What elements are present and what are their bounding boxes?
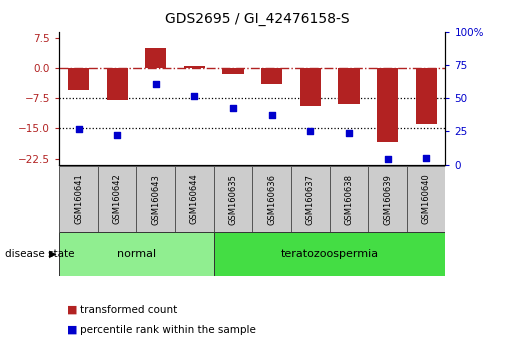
Bar bbox=[300, 68, 321, 106]
Text: GSM160644: GSM160644 bbox=[190, 174, 199, 224]
Point bbox=[422, 155, 431, 161]
Text: GSM160642: GSM160642 bbox=[113, 174, 122, 224]
Point bbox=[268, 113, 276, 118]
Bar bbox=[145, 48, 166, 68]
Bar bbox=[59, 166, 98, 232]
Bar bbox=[68, 68, 89, 90]
Bar bbox=[107, 68, 128, 100]
Text: disease state: disease state bbox=[5, 249, 75, 259]
Bar bbox=[98, 166, 136, 232]
Text: GSM160636: GSM160636 bbox=[267, 173, 276, 225]
Text: percentile rank within the sample: percentile rank within the sample bbox=[80, 325, 256, 335]
Bar bbox=[407, 166, 445, 232]
Bar bbox=[416, 68, 437, 124]
Text: ■: ■ bbox=[67, 305, 77, 315]
Bar bbox=[252, 166, 291, 232]
Bar bbox=[214, 166, 252, 232]
Bar bbox=[214, 232, 445, 276]
Point bbox=[152, 81, 160, 86]
Text: GSM160641: GSM160641 bbox=[74, 174, 83, 224]
Bar bbox=[222, 68, 244, 74]
Bar bbox=[338, 68, 359, 104]
Text: teratozoospermia: teratozoospermia bbox=[281, 249, 379, 259]
Text: GDS2695 / GI_42476158-S: GDS2695 / GI_42476158-S bbox=[165, 12, 350, 27]
Bar bbox=[59, 232, 214, 276]
Text: GSM160638: GSM160638 bbox=[345, 173, 353, 225]
Bar bbox=[136, 166, 175, 232]
Text: GSM160639: GSM160639 bbox=[383, 174, 392, 224]
Text: ▶: ▶ bbox=[49, 249, 57, 259]
Text: GSM160637: GSM160637 bbox=[306, 173, 315, 225]
Point bbox=[191, 93, 199, 98]
Bar bbox=[261, 68, 282, 84]
Bar bbox=[175, 166, 214, 232]
Text: normal: normal bbox=[117, 249, 156, 259]
Bar bbox=[377, 68, 398, 142]
Bar bbox=[291, 166, 330, 232]
Text: GSM160643: GSM160643 bbox=[151, 174, 160, 224]
Text: ■: ■ bbox=[67, 325, 77, 335]
Point bbox=[229, 105, 237, 110]
Point bbox=[306, 129, 314, 134]
Bar bbox=[330, 166, 368, 232]
Text: GSM160635: GSM160635 bbox=[229, 174, 237, 224]
Bar bbox=[368, 166, 407, 232]
Point bbox=[74, 126, 82, 132]
Point bbox=[113, 132, 122, 138]
Bar bbox=[184, 66, 205, 68]
Text: transformed count: transformed count bbox=[80, 305, 177, 315]
Point bbox=[345, 130, 353, 136]
Point bbox=[383, 156, 392, 162]
Text: GSM160640: GSM160640 bbox=[422, 174, 431, 224]
